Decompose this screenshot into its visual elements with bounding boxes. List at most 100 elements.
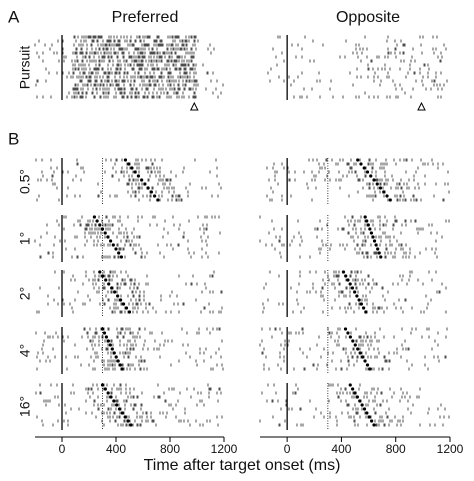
saccade-dot (136, 174, 141, 178)
saccade-dot (353, 343, 357, 347)
x-tick-label: 0 (284, 442, 291, 456)
x-tick-label: 0 (59, 442, 66, 456)
saccade-dot (355, 395, 359, 399)
saccade-dot (359, 162, 363, 166)
saccade-dot (98, 270, 102, 274)
saccade-dot (104, 335, 109, 339)
saccade-dot (133, 170, 137, 174)
saccade-dot (344, 274, 348, 278)
saccade-dot (127, 162, 131, 166)
saccade-dot (362, 166, 366, 170)
saccade-dot (351, 339, 355, 343)
saccade-dot (370, 419, 374, 423)
saccade-dot (366, 223, 370, 227)
saccade-dot (365, 363, 370, 367)
saccade-dot (371, 235, 375, 239)
row-label: 0.5° (17, 169, 33, 194)
saccade-dot (146, 186, 150, 190)
saccade-dot (153, 194, 157, 198)
saccade-dot (149, 190, 153, 194)
saccade-dot (362, 407, 367, 411)
saccade-dot (369, 174, 373, 178)
saccade-dot (357, 298, 361, 302)
saccade-dot (106, 235, 110, 239)
saccade-dot (98, 223, 102, 227)
saccade-dot (143, 182, 147, 186)
saccade-dot (118, 363, 122, 367)
saccade-dot (115, 403, 119, 407)
x-tick-label: 800 (160, 442, 180, 456)
saccade-dot (365, 219, 369, 223)
saccade-dot (120, 367, 124, 371)
saccade-dot (346, 278, 350, 282)
saccade-dot (110, 347, 114, 351)
saccade-dot (351, 387, 355, 391)
saccade-dot (123, 158, 128, 162)
saccade-dot (156, 198, 160, 202)
saccade-dot (365, 170, 370, 174)
row-label: Pursuit (17, 46, 33, 90)
column-title: Preferred (112, 9, 179, 26)
saccade-dot (116, 359, 120, 363)
saccade-dot (116, 294, 120, 298)
saccade-dot (120, 411, 124, 415)
saccade-dot (103, 231, 107, 235)
saccade-dot (129, 423, 133, 427)
saccade-dot (368, 367, 372, 371)
row-label: 2° (17, 287, 33, 300)
pursuit-marker (417, 101, 426, 111)
saccade-dot (361, 355, 365, 359)
saccade-dot (362, 306, 366, 310)
saccade-dot (100, 227, 105, 231)
row-label: 16° (17, 396, 33, 417)
saccade-dot (102, 331, 107, 335)
saccade-dot (364, 310, 368, 314)
saccade-dot (375, 182, 379, 186)
saccade-dot (112, 351, 116, 355)
saccade-dot (348, 335, 352, 339)
saccade-dot (348, 282, 352, 286)
saccade-dot (350, 286, 355, 290)
saccade-dot (127, 310, 132, 314)
saccade-dot (353, 290, 357, 294)
saccade-dot (92, 215, 96, 219)
saccade-dot (114, 355, 118, 359)
saccade-dot (363, 359, 367, 363)
saccade-dot (358, 399, 362, 403)
saccade-dot (356, 158, 360, 162)
saccade-dot (358, 351, 362, 355)
saccade-dot (117, 251, 121, 255)
row-label: 1° (17, 232, 33, 245)
x-tick-label: 1200 (211, 442, 238, 456)
saccade-dot (106, 391, 110, 395)
row-label: 4° (17, 344, 33, 357)
saccade-dot (106, 339, 110, 343)
saccade-dot (378, 186, 383, 190)
saccade-dot (376, 247, 380, 251)
saccade-dot (107, 282, 111, 286)
saccade-dot (104, 278, 108, 282)
saccade-dot (118, 298, 123, 302)
saccade-dot (119, 255, 123, 259)
saccade-dot (379, 255, 383, 259)
saccade-dot (385, 194, 389, 198)
saccade-dot (100, 383, 105, 387)
saccade-dot (372, 239, 377, 243)
saccade-dot (377, 251, 381, 255)
saccade-dot (103, 387, 107, 391)
pursuit-marker (189, 101, 199, 111)
saccade-dot (359, 302, 363, 306)
saccade-dot (363, 215, 367, 219)
saccade-dot (123, 415, 127, 419)
saccade-dot (140, 178, 144, 182)
saccade-dot (111, 243, 115, 247)
saccade-dot (130, 166, 134, 170)
saccade-dot (346, 331, 350, 335)
saccade-dot (117, 407, 122, 411)
saccade-dot (121, 302, 126, 306)
saccade-dot (374, 243, 378, 247)
saccade-dot (348, 383, 352, 387)
saccade-dot (126, 419, 130, 423)
saccade-dot (365, 411, 369, 415)
